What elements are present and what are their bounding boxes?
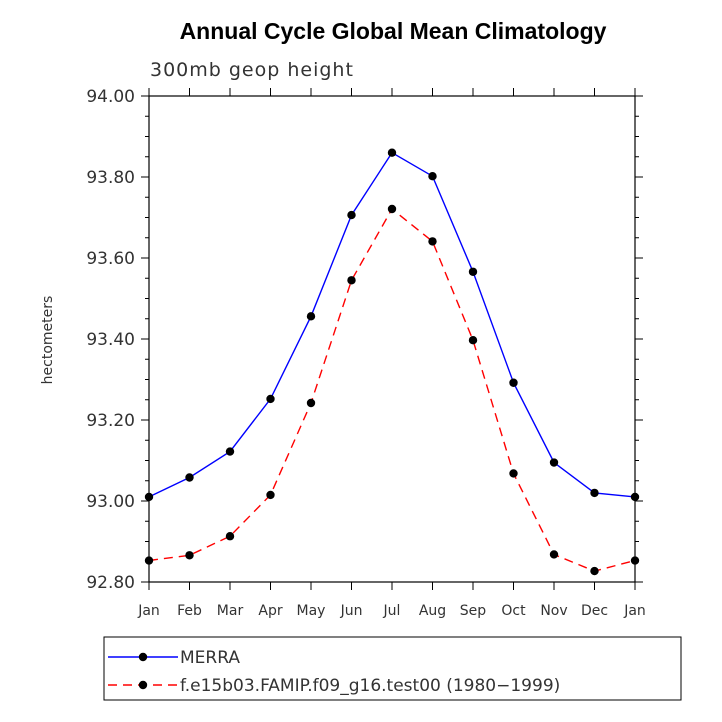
series-1-point <box>144 492 154 502</box>
series-layer <box>144 148 640 576</box>
legend: MERRA f.e15b03.FAMIP.f09_g16.test00 (1980… <box>103 636 682 701</box>
legend-marker-1 <box>138 652 148 662</box>
x-tick-label: Feb <box>177 603 202 619</box>
series-1-point <box>225 447 235 456</box>
series-2-point <box>549 550 559 559</box>
series-1-point <box>590 488 599 498</box>
series-2-point <box>468 336 478 345</box>
y-axis-ticks: 92.80 93.00 93.20 93.40 93.60 93.80 94.00 <box>86 87 643 593</box>
x-axis-ticks: Jan Feb Mar Apr May Jun Jul Aug Sep Oct Nov Dec Jan <box>137 88 646 619</box>
series-2-point <box>185 551 194 560</box>
x-tick-label: Mar <box>217 603 244 619</box>
y-tick-label: 93.40 <box>86 330 135 350</box>
series-2-point <box>630 556 640 565</box>
legend-marker-2 <box>138 680 148 690</box>
y-tick-label: 94.00 <box>86 87 135 107</box>
series-2-point <box>266 490 275 500</box>
x-tick-label: Nov <box>540 603 567 619</box>
x-tick-label: Sep <box>460 603 487 619</box>
series-1-point <box>630 492 640 502</box>
series-2-point <box>306 398 316 408</box>
chart-title: Annual Cycle Global Mean Climatology <box>180 18 607 44</box>
y-tick-label: 93.00 <box>86 492 135 512</box>
series-1-point <box>549 458 559 467</box>
y-tick-label: 93.60 <box>86 249 135 269</box>
y-tick-label: 92.80 <box>86 573 135 593</box>
x-tick-label: Jan <box>137 603 160 619</box>
series-1-point <box>468 267 478 276</box>
legend-label-2: f.e15b03.FAMIP.f09_g16.test00 (1980−1999… <box>180 676 560 696</box>
series-1-point <box>509 378 518 387</box>
x-tick-label: May <box>297 603 326 619</box>
x-tick-label: Apr <box>258 603 282 619</box>
series-1-point <box>306 312 316 321</box>
x-tick-label: Jan <box>623 603 646 619</box>
x-tick-label: Aug <box>419 603 446 619</box>
series-1-point <box>185 473 194 482</box>
legend-frame <box>103 636 682 701</box>
chart-subtitle: 300mb geop height <box>150 59 354 81</box>
series-1-point <box>266 394 275 404</box>
series-2-point <box>144 556 154 565</box>
series-2-point <box>225 532 235 541</box>
series-2-point <box>387 204 397 214</box>
series-2-point <box>509 469 518 478</box>
x-tick-label: Jul <box>383 603 401 619</box>
series-line-1 <box>148 151 636 498</box>
series-1-point <box>387 148 397 157</box>
x-tick-label: Dec <box>581 603 608 619</box>
series-2-point <box>590 566 599 576</box>
series-2-point <box>428 237 437 246</box>
series-1-point <box>428 171 437 181</box>
y-axis-label: hectometers <box>40 296 56 385</box>
plot-frame <box>148 95 636 583</box>
series-1-point <box>347 210 356 220</box>
x-tick-label: Jun <box>340 603 363 619</box>
legend-label-1: MERRA <box>180 648 240 668</box>
series-2-point <box>347 276 356 285</box>
y-tick-label: 93.20 <box>86 411 135 431</box>
y-tick-label: 93.80 <box>86 168 135 188</box>
series-line-2 <box>148 207 636 572</box>
x-tick-label: Oct <box>501 603 526 619</box>
